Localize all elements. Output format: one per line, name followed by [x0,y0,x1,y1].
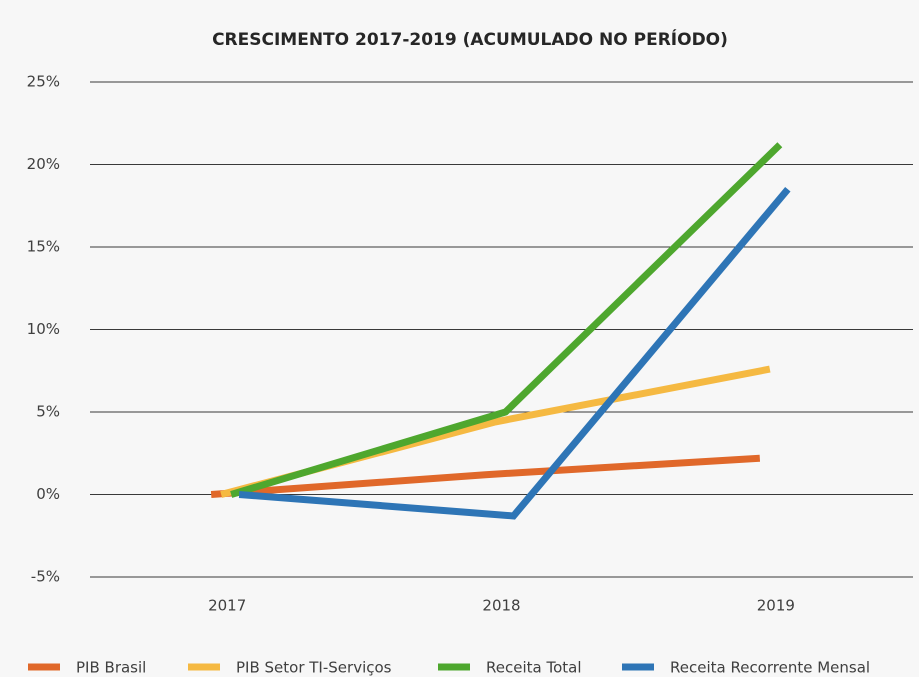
x-tick-label: 2018 [482,597,520,615]
series-line [238,186,791,520]
legend-label: PIB Setor TI-Serviços [236,659,392,677]
series-line [230,142,783,498]
y-tick-label: -5% [31,568,60,586]
y-tick-label: 25% [27,73,60,91]
y-tick-label: 5% [36,403,60,421]
legend-label: Receita Recorrente Mensal [670,659,870,677]
legend-label: PIB Brasil [76,659,146,677]
y-tick-label: 20% [27,155,60,173]
y-tick-label: 15% [27,238,60,256]
x-tick-label: 2017 [208,597,246,615]
chart-title: CRESCIMENTO 2017-2019 (ACUMULADO NO PERÍ… [212,28,728,50]
y-tick-label: 0% [36,485,60,503]
legend-label: Receita Total [486,659,582,677]
series-line [210,454,761,498]
y-tick-label: 10% [27,320,60,338]
x-tick-label: 2019 [757,597,795,615]
